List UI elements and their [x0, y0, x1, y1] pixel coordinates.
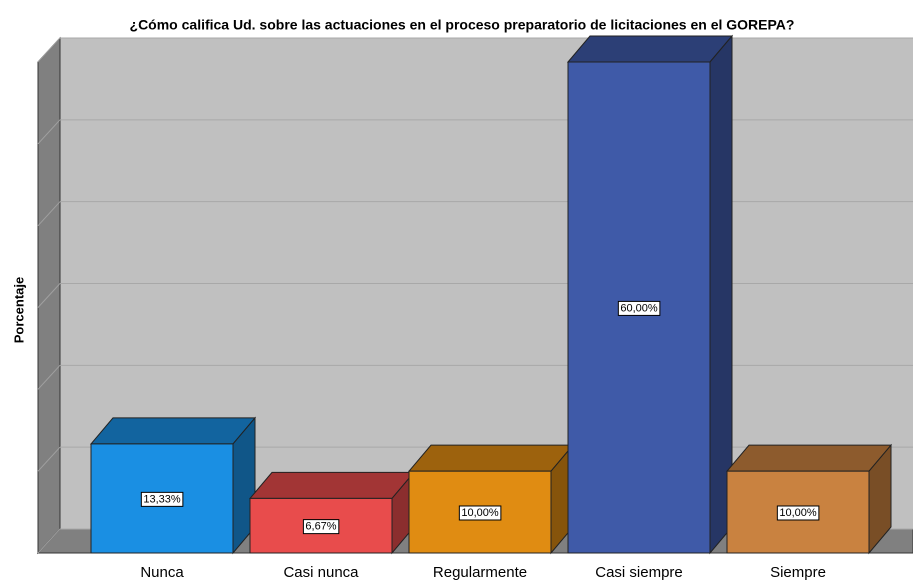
bar	[89, 416, 257, 555]
y-axis-label: Porcentaje	[11, 277, 26, 343]
x-tick-label: Siempre	[770, 564, 826, 580]
bar	[725, 443, 893, 555]
x-tick-label: Casi nunca	[283, 564, 359, 580]
value-label-box	[776, 505, 820, 521]
grid-line-wall	[37, 364, 61, 390]
value-label: 10,00%	[461, 507, 499, 519]
value-label-box	[140, 491, 184, 507]
bar	[248, 471, 416, 555]
bar-top	[248, 471, 416, 499]
bar	[566, 34, 734, 555]
value-label-box	[617, 300, 661, 316]
grid-line-wall	[37, 37, 61, 63]
value-label: 60,00%	[620, 302, 658, 314]
grid-line-wall	[37, 119, 61, 145]
value-label: 13,33%	[143, 493, 181, 505]
value-label-box	[302, 519, 340, 535]
value-label: 10,00%	[779, 507, 817, 519]
bar-top	[725, 444, 893, 472]
value-label-box	[458, 505, 502, 521]
grid-line-wall	[37, 446, 61, 472]
bar-top	[89, 417, 257, 445]
x-tick-label: Regularmente	[433, 564, 527, 580]
grid-line-wall	[37, 283, 61, 308]
bar	[407, 443, 575, 555]
x-tick-label: Nunca	[140, 564, 184, 580]
bar-top	[407, 444, 575, 472]
grid-line-wall	[37, 528, 61, 554]
bar-top	[566, 35, 734, 63]
grid-line-wall	[37, 201, 61, 227]
x-tick-label: Casi siempre	[595, 564, 683, 580]
value-label: 6,67%	[305, 521, 336, 533]
chart-title: ¿Cómo califica Ud. sobre las actuaciones…	[130, 17, 795, 33]
